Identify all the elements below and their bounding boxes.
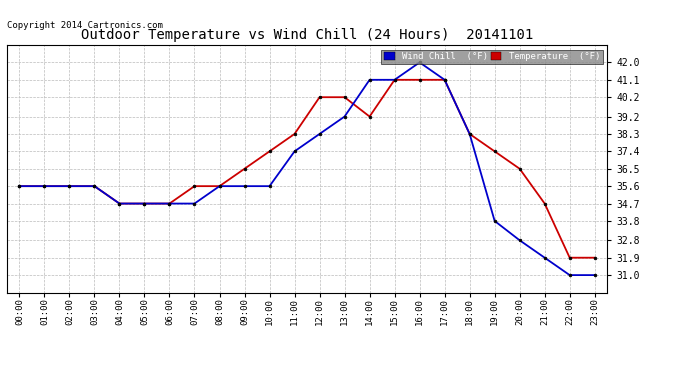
Title: Outdoor Temperature vs Wind Chill (24 Hours)  20141101: Outdoor Temperature vs Wind Chill (24 Ho…	[81, 28, 533, 42]
Legend: Wind Chill  (°F), Temperature  (°F): Wind Chill (°F), Temperature (°F)	[381, 50, 602, 64]
Text: Copyright 2014 Cartronics.com: Copyright 2014 Cartronics.com	[7, 21, 163, 30]
